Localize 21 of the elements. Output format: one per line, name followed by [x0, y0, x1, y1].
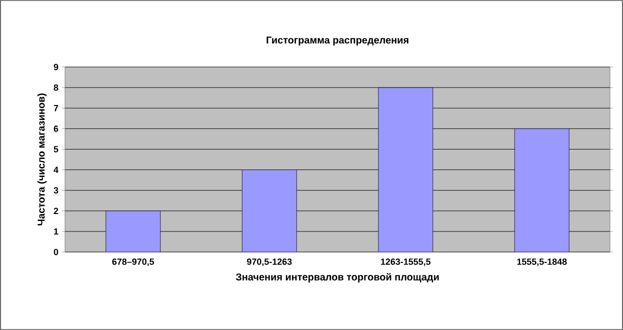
x-tick-label: 970,5-1263 — [247, 258, 292, 266]
y-tick-label: 9 — [54, 64, 58, 70]
bar — [242, 170, 297, 252]
bar — [378, 87, 434, 252]
y-tick-label: 3 — [54, 187, 58, 194]
y-tick-label: 0 — [54, 248, 58, 256]
y-tick-label: 8 — [54, 84, 58, 91]
x-tick-label: 678–970,5 — [112, 258, 154, 266]
chart-title: Гистограмма распределения — [266, 36, 408, 46]
x-axis-title: Значения интервалов торговой площади — [236, 272, 439, 282]
y-tick-label: 7 — [54, 105, 58, 112]
y-tick-label: 6 — [54, 125, 58, 132]
bar — [514, 128, 570, 252]
x-tick-label: 1555,5-1848 — [517, 258, 567, 266]
y-axis-title: Частота (число магазинов) — [37, 94, 47, 226]
y-tick-label: 1 — [54, 228, 58, 235]
y-tick-label: 2 — [54, 208, 58, 214]
x-tick-label: 1263-1555,5 — [381, 258, 431, 266]
bar — [106, 210, 161, 252]
y-tick-label: 4 — [54, 166, 58, 173]
y-tick-label: 5 — [54, 146, 58, 152]
